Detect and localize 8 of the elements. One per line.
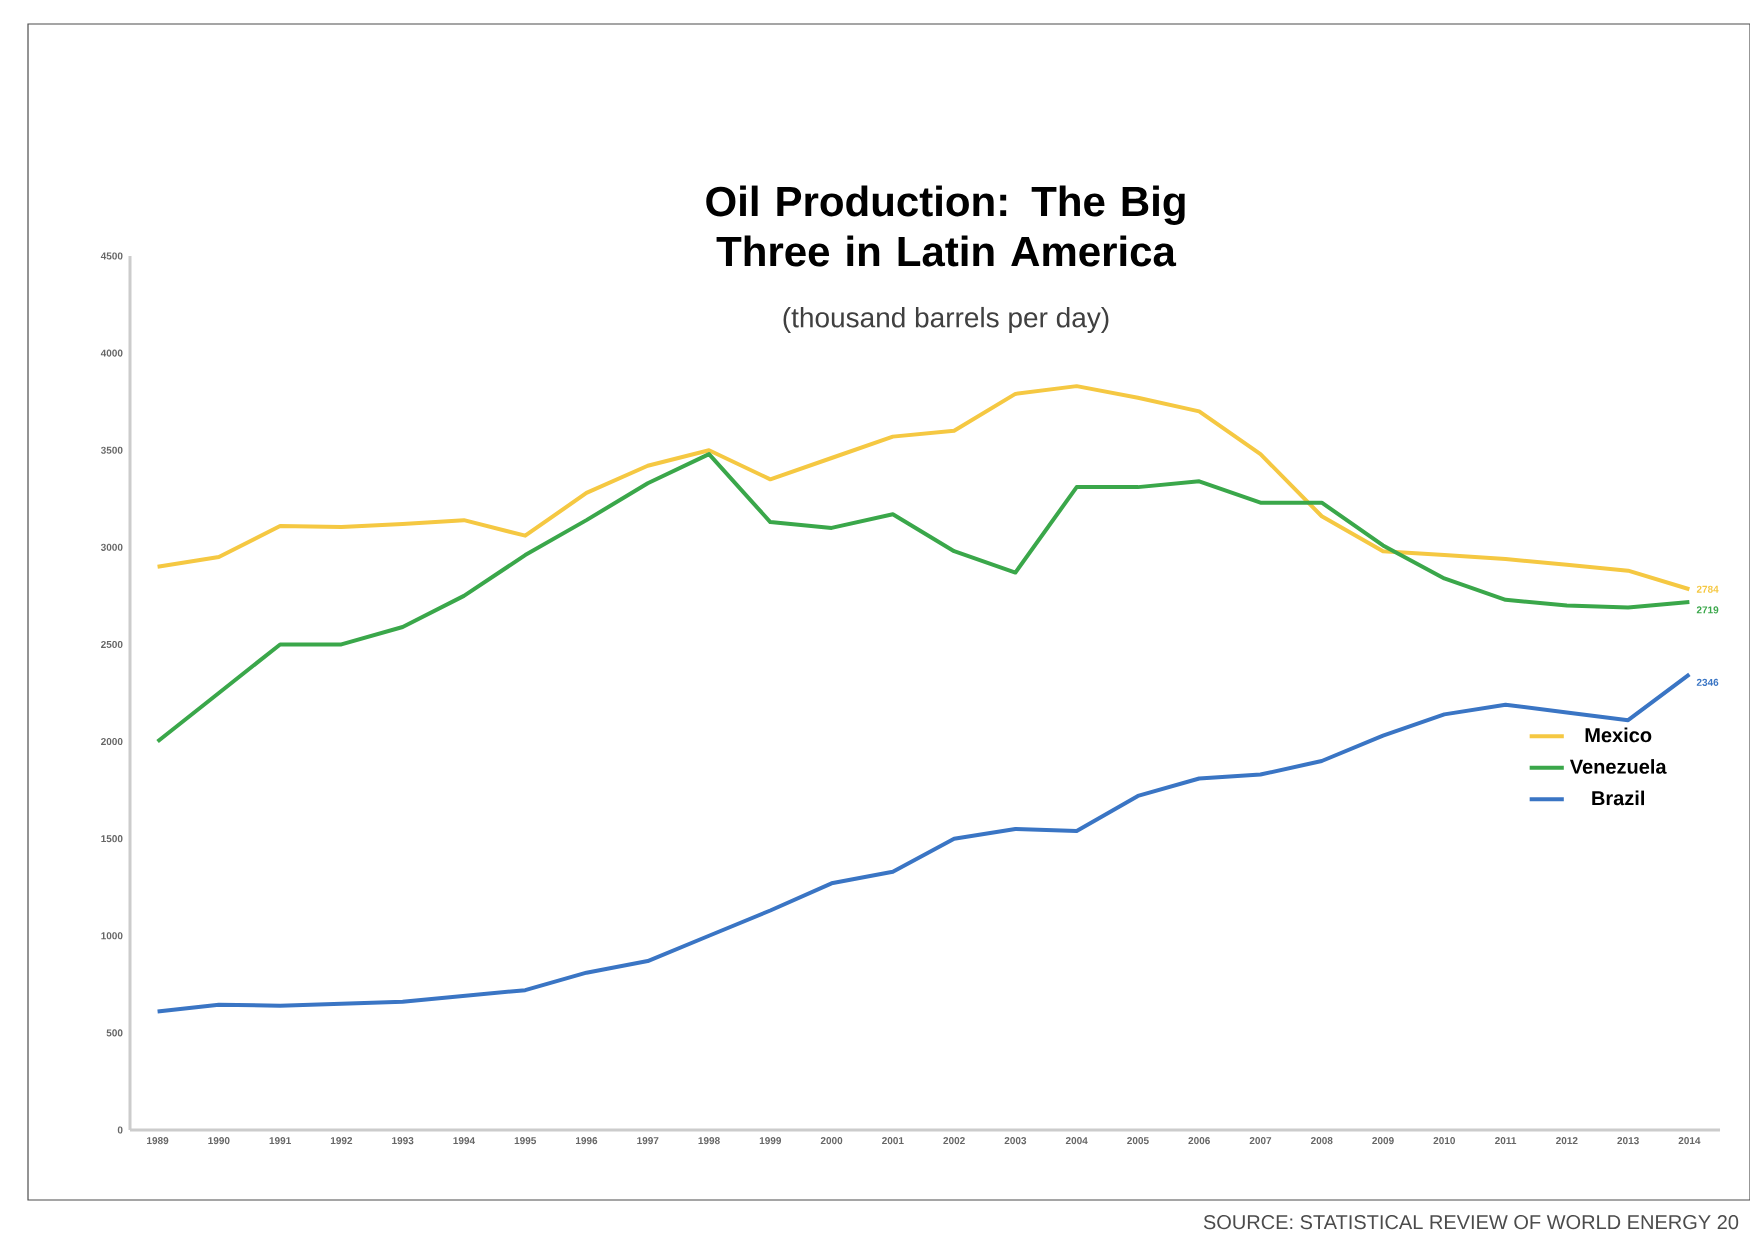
chart-title: Oil Production: The Big Three in Latin America <box>706 185 1185 267</box>
legend-label: Brazil <box>1592 790 1644 806</box>
line-series <box>155 452 1692 744</box>
line-series <box>155 384 1692 592</box>
legend-label: Mexico <box>1585 727 1652 743</box>
source-note: SOURCE: STATISTICAL REVIEW OF WORLD ENERGY 20 <box>1203 1215 1739 1230</box>
text: (thousand barrels per day) <box>783 306 1109 334</box>
legend-label: Venezuela <box>1569 759 1667 774</box>
